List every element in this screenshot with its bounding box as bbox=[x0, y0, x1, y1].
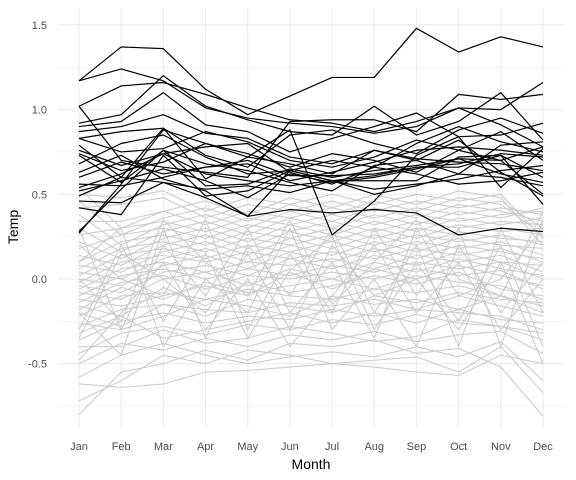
background-series-line bbox=[78, 231, 544, 273]
highlight-series-line bbox=[78, 75, 544, 141]
x-tick-label: Jan bbox=[70, 441, 88, 453]
x-tick-label: Jun bbox=[281, 441, 299, 453]
background-series-line bbox=[78, 330, 544, 365]
background-series-line bbox=[79, 319, 544, 348]
background-series-line bbox=[78, 219, 544, 348]
y-axis-title: Temp bbox=[5, 210, 21, 244]
background-series-line bbox=[78, 354, 544, 388]
background-series-line bbox=[78, 308, 544, 339]
x-axis-title: Month bbox=[292, 456, 331, 472]
x-tick-label: Feb bbox=[112, 441, 131, 453]
background-series-line bbox=[78, 264, 544, 307]
background-series-line bbox=[78, 268, 544, 304]
x-tick-label: Mar bbox=[154, 441, 173, 453]
background-series-layer bbox=[78, 187, 544, 417]
background-series-line bbox=[78, 236, 544, 347]
background-series-line bbox=[79, 207, 544, 226]
x-tick-label: Oct bbox=[450, 441, 467, 453]
background-series-line bbox=[78, 346, 544, 402]
x-tick-label: Apr bbox=[197, 441, 214, 453]
highlight-series-layer bbox=[78, 27, 544, 236]
background-series-line bbox=[78, 295, 544, 331]
background-series-line bbox=[78, 251, 544, 294]
background-series-line bbox=[78, 190, 544, 239]
highlight-series-line bbox=[78, 131, 544, 168]
highlight-series-line bbox=[78, 153, 544, 178]
background-series-line bbox=[78, 197, 544, 229]
background-series-line bbox=[78, 308, 544, 341]
background-series-line bbox=[78, 207, 544, 253]
background-series-line bbox=[78, 220, 544, 250]
highlight-series-line bbox=[78, 68, 544, 148]
x-tick-label: May bbox=[237, 441, 258, 453]
highlight-series-line bbox=[78, 139, 544, 232]
y-tick-label: 0.0 bbox=[32, 274, 47, 286]
y-tick-label: 1.0 bbox=[32, 105, 47, 117]
background-series-line bbox=[78, 187, 544, 246]
background-series-line bbox=[78, 258, 544, 300]
highlight-series-line bbox=[78, 117, 544, 168]
highlight-series-line bbox=[78, 146, 544, 187]
highlight-series-line bbox=[78, 81, 544, 133]
x-tick-label: Aug bbox=[364, 441, 384, 453]
highlight-series-line bbox=[78, 142, 544, 173]
x-axis-tick-labels: Jan Feb Mar Apr May Jun Jul Aug Sep Oct Nov Dec bbox=[70, 441, 553, 453]
highlight-series-line bbox=[78, 125, 544, 175]
background-series-line bbox=[78, 210, 544, 322]
y-tick-label: 1.5 bbox=[32, 20, 47, 32]
background-series-line bbox=[78, 341, 544, 381]
background-series-line bbox=[78, 244, 544, 361]
highlight-series-line bbox=[78, 149, 544, 187]
background-series-line bbox=[78, 227, 544, 348]
highlight-series-line bbox=[78, 92, 544, 153]
background-series-line bbox=[78, 247, 544, 283]
background-series-line bbox=[78, 295, 544, 327]
background-series-line bbox=[78, 339, 544, 417]
background-series-line bbox=[78, 237, 544, 280]
background-series-line bbox=[78, 234, 544, 270]
x-tick-label: Jul bbox=[325, 441, 339, 453]
x-tick-label: Nov bbox=[491, 441, 511, 453]
highlight-series-line bbox=[78, 158, 544, 199]
background-series-line bbox=[78, 244, 544, 364]
background-series-line bbox=[78, 210, 544, 236]
y-axis-tick-labels: -0.5 0.0 0.5 1.0 1.5 bbox=[28, 20, 47, 371]
y-tick-label: -0.5 bbox=[28, 359, 47, 371]
y-tick-label: 0.5 bbox=[32, 189, 47, 201]
background-series-line bbox=[78, 244, 544, 287]
background-series-line bbox=[78, 197, 544, 236]
highlight-series-line bbox=[78, 27, 544, 116]
background-series-line bbox=[78, 203, 544, 246]
highlight-series-line bbox=[78, 181, 544, 236]
x-tick-label: Sep bbox=[407, 441, 427, 453]
background-series-line bbox=[78, 217, 544, 260]
x-tick-label: Dec bbox=[533, 441, 553, 453]
highlight-series-line bbox=[78, 173, 544, 197]
